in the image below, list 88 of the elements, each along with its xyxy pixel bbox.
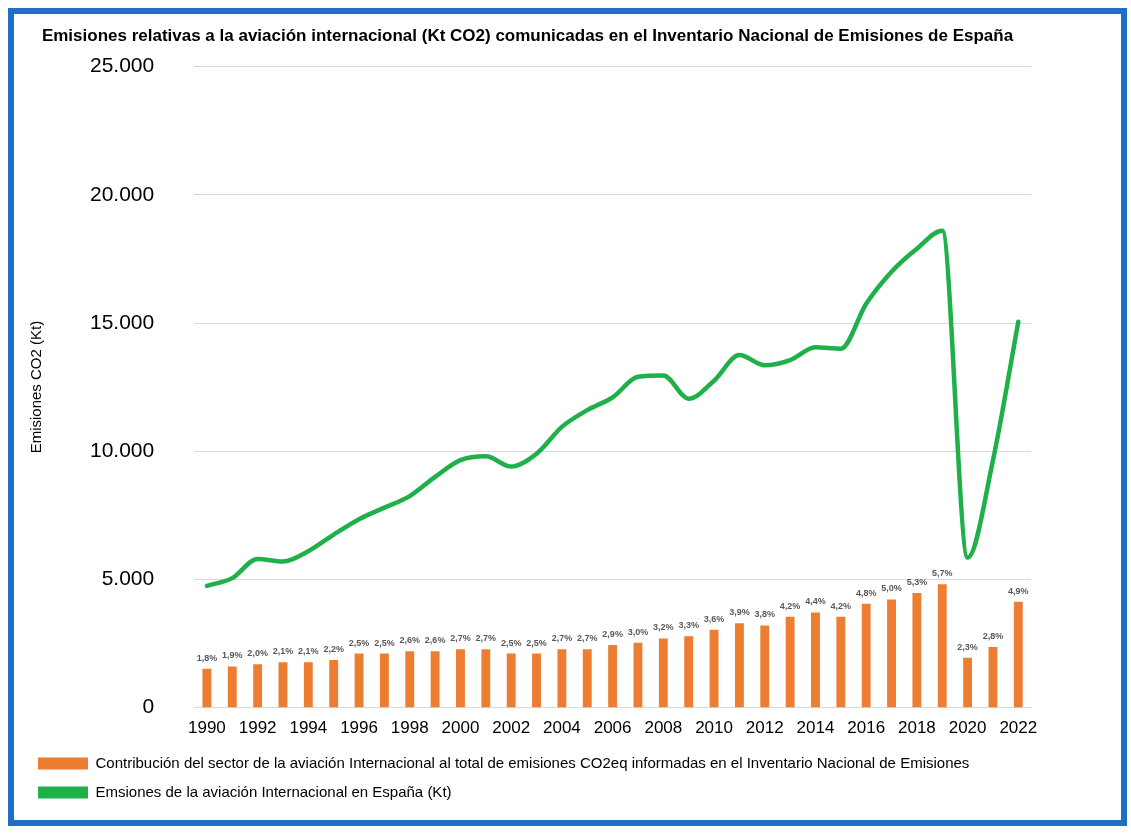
bar <box>861 603 871 708</box>
y-tick-label: 5.000 <box>101 566 155 590</box>
x-tick-label: 2006 <box>593 718 632 738</box>
bar <box>658 638 668 708</box>
x-tick-label: 2022 <box>999 718 1038 738</box>
data-label: 4,2% <box>779 600 801 611</box>
data-label: 3,0% <box>627 626 649 637</box>
bar <box>456 649 465 708</box>
bar <box>887 599 896 708</box>
bar <box>253 664 263 708</box>
x-tick-label: 1992 <box>238 718 277 738</box>
x-tick-label: 2014 <box>796 718 835 738</box>
data-label: 3,3% <box>678 620 699 631</box>
bar <box>227 666 237 708</box>
data-label: 2,6% <box>424 635 446 646</box>
x-tick-label: 2004 <box>542 718 581 738</box>
data-label: 4,8% <box>855 587 877 598</box>
x-tick-label: 2002 <box>492 718 531 738</box>
bar <box>329 660 339 708</box>
bar <box>532 653 541 708</box>
data-label: 2,3% <box>957 641 978 652</box>
data-label: 3,8% <box>754 609 776 620</box>
bar <box>506 653 516 708</box>
data-label: 1,8% <box>196 652 218 663</box>
y-axis-title: Emisiones CO2 (Kt) <box>27 320 45 454</box>
bar <box>202 668 212 708</box>
x-tick-label: 1994 <box>289 718 328 738</box>
data-label: 2,7% <box>450 633 471 644</box>
data-label: 2,5% <box>500 637 522 648</box>
bar <box>912 592 922 708</box>
bar <box>785 616 795 708</box>
data-label: 2,1% <box>272 646 294 657</box>
data-label: 2,7% <box>475 633 497 644</box>
data-label: 4,2% <box>830 600 852 611</box>
data-label: 2,2% <box>323 644 344 655</box>
data-label: 2,7% <box>577 633 598 644</box>
data-label: 2,5% <box>374 637 395 648</box>
data-label: 5,7% <box>931 568 953 579</box>
bar <box>405 651 415 708</box>
bar <box>760 625 770 708</box>
y-tick-label: 20.000 <box>90 181 155 205</box>
data-label: 2,5% <box>526 637 547 648</box>
bar <box>608 644 618 708</box>
bar <box>1013 601 1023 708</box>
x-tick-label: 2000 <box>441 718 480 738</box>
data-label: 2,5% <box>348 637 370 648</box>
data-label: 3,6% <box>703 613 725 624</box>
data-label: 3,2% <box>653 622 674 633</box>
x-tick-label: 1996 <box>340 718 378 738</box>
bar <box>303 662 313 708</box>
y-tick-label: 25.000 <box>90 53 155 77</box>
data-label: 5,0% <box>881 583 902 594</box>
data-label: 2,0% <box>247 648 268 659</box>
x-tick-label: 2018 <box>897 718 936 738</box>
data-label: 3,9% <box>729 607 750 618</box>
data-label: 2,8% <box>982 631 1004 642</box>
bar <box>481 649 491 708</box>
bar <box>734 623 744 708</box>
x-tick-label: 2012 <box>745 718 784 738</box>
data-label: 4,4% <box>805 596 826 607</box>
x-tick-label: 2008 <box>644 718 683 738</box>
bar <box>963 657 973 708</box>
x-tick-label: 2016 <box>847 718 886 738</box>
x-tick-label: 1998 <box>390 718 429 738</box>
x-tick-label: 1990 <box>187 718 226 738</box>
y-tick-label: 0 <box>142 694 155 718</box>
data-label: 2,9% <box>602 628 623 639</box>
legend-label: Contribución del sector de la aviación Internacional al total de emisiones CO2eq informadas en el Inventario Nacional de Emisiones <box>95 753 970 771</box>
data-label: 5,3% <box>906 576 928 587</box>
bar <box>582 649 592 708</box>
bar <box>836 616 846 708</box>
bar <box>379 653 389 708</box>
x-tick-label: 2020 <box>948 718 987 738</box>
legend-label: Emsiones de la aviación Internacional en España (Kt) <box>95 782 452 800</box>
bar <box>430 651 440 708</box>
data-label: 1,9% <box>222 650 243 661</box>
data-label: 2,7% <box>551 633 573 644</box>
x-tick-label: 2010 <box>695 718 733 738</box>
chart-title: Emisiones relativas a la aviación internacional (Kt CO2) comunicadas en el Inventario Nacional de Emisiones de España <box>41 26 1014 46</box>
bar <box>811 612 820 708</box>
bar <box>684 636 694 708</box>
y-tick-label: 15.000 <box>90 309 155 333</box>
data-label: 4,9% <box>1008 585 1029 596</box>
y-tick-label: 10.000 <box>90 438 155 461</box>
bar <box>937 584 947 708</box>
data-label: 2,1% <box>298 646 319 657</box>
data-label: 2,6% <box>399 635 421 646</box>
bar <box>557 649 567 708</box>
